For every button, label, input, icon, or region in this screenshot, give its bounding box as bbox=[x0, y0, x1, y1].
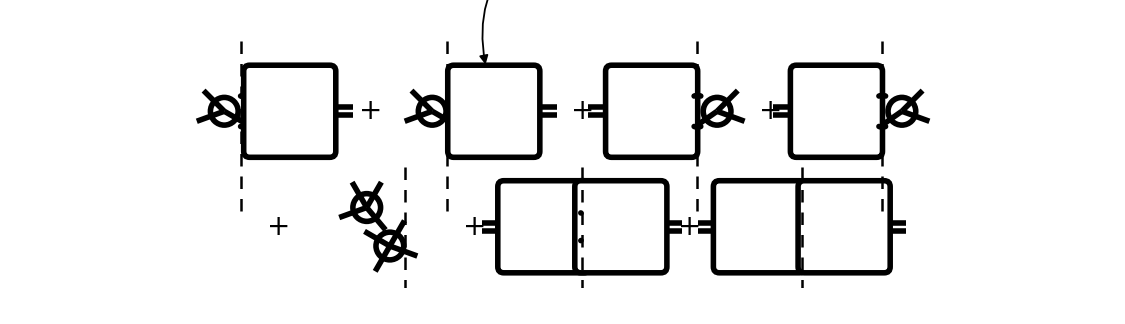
Text: +: + bbox=[267, 213, 290, 241]
FancyBboxPatch shape bbox=[244, 65, 335, 157]
FancyBboxPatch shape bbox=[713, 181, 806, 273]
FancyBboxPatch shape bbox=[798, 181, 890, 273]
Text: +: + bbox=[759, 97, 783, 125]
FancyBboxPatch shape bbox=[448, 65, 540, 157]
FancyBboxPatch shape bbox=[497, 181, 590, 273]
FancyBboxPatch shape bbox=[575, 181, 667, 273]
Text: +: + bbox=[570, 97, 594, 125]
Text: +: + bbox=[359, 97, 382, 125]
FancyBboxPatch shape bbox=[791, 65, 882, 157]
Text: +: + bbox=[462, 213, 486, 241]
Text: +: + bbox=[678, 213, 702, 241]
FancyBboxPatch shape bbox=[605, 65, 698, 157]
Text: $\mathcal{D}^{(u,u)}$: $\mathcal{D}^{(u,u)}$ bbox=[480, 0, 556, 63]
